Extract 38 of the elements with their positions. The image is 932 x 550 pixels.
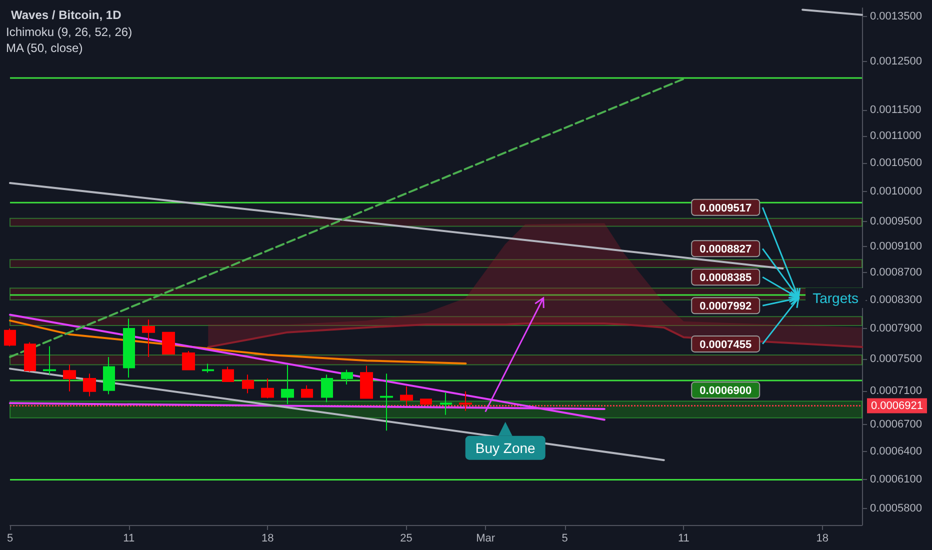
x-tick-label: 11 [123, 532, 135, 544]
x-tick-label: 18 [816, 532, 828, 544]
annotation: MA (50, close) [6, 41, 83, 55]
y-tick-label: 0.0007500 [870, 352, 922, 365]
y-tick-label: 0.0008300 [870, 294, 922, 306]
x-tick-label: 11 [678, 532, 690, 544]
band-label: 0.0006900 [700, 385, 752, 398]
band-label: 0.0007992 [700, 300, 752, 313]
y-tick-label: 0.0008700 [870, 266, 922, 279]
y-tick-label: 0.0005800 [870, 502, 922, 515]
band-label: 0.0008385 [700, 272, 752, 284]
annotation: Targets [812, 290, 859, 306]
y-tick-label: 0.0009100 [870, 240, 922, 252]
y-tick-label: 0.0007900 [870, 322, 922, 335]
y-tick-label: 0.0010000 [870, 185, 922, 198]
y-tick-label: 0.0012500 [870, 55, 922, 68]
x-tick-label: 25 [400, 532, 412, 544]
annotation: Ichimoku (9, 26, 52, 26) [6, 25, 132, 39]
y-tick-label: 0.0010500 [870, 156, 922, 169]
x-tick-label: 18 [261, 532, 274, 544]
band-label: 0.0007455 [700, 338, 752, 351]
ref-line-label: 0.0006921 [871, 400, 923, 412]
band-label: 0.0008827 [700, 244, 752, 256]
y-tick-label: 0.0011500 [870, 104, 922, 116]
y-tick-label: 0.0013500 [870, 10, 922, 23]
band-label: 0.0009517 [700, 202, 752, 214]
y-tick-label: 0.0006100 [870, 473, 922, 486]
y-tick-label: 0.0011000 [870, 130, 922, 142]
y-tick-label: 0.0009500 [870, 215, 922, 228]
x-tick-label: Mar [476, 532, 496, 544]
x-tick-label: 5 [6, 532, 14, 544]
y-tick-label: 0.0006400 [870, 445, 922, 458]
chart-title: Waves / Bitcoin, 1D [11, 8, 122, 22]
y-tick-label: 0.0006700 [870, 418, 922, 431]
x-tick-label: 5 [562, 532, 568, 544]
line-series [9, 320, 467, 364]
annotation: Buy Zone [475, 440, 536, 456]
y-tick-label: 0.0007100 [870, 384, 922, 397]
